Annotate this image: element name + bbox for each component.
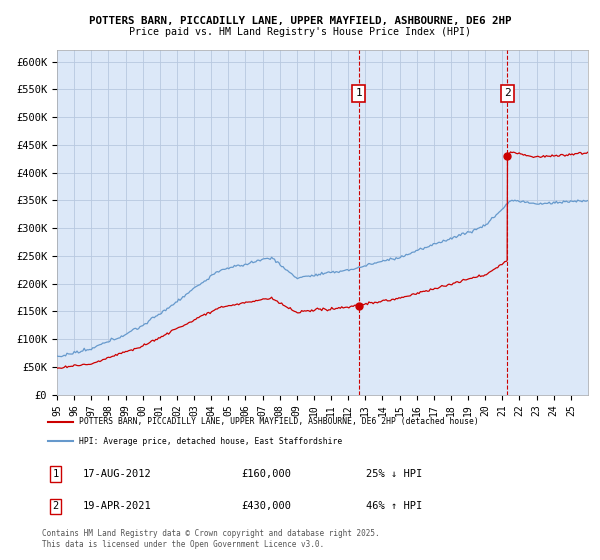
Text: Price paid vs. HM Land Registry's House Price Index (HPI): Price paid vs. HM Land Registry's House … xyxy=(129,27,471,37)
Text: £160,000: £160,000 xyxy=(242,469,292,479)
Text: POTTERS BARN, PICCADILLY LANE, UPPER MAYFIELD, ASHBOURNE, DE6 2HP: POTTERS BARN, PICCADILLY LANE, UPPER MAY… xyxy=(89,16,511,26)
Text: POTTERS BARN, PICCADILLY LANE, UPPER MAYFIELD, ASHBOURNE, DE6 2HP (detached hous: POTTERS BARN, PICCADILLY LANE, UPPER MAY… xyxy=(79,417,478,426)
Text: 46% ↑ HPI: 46% ↑ HPI xyxy=(366,501,422,511)
Text: £430,000: £430,000 xyxy=(242,501,292,511)
Text: 1: 1 xyxy=(356,88,362,99)
Text: 19-APR-2021: 19-APR-2021 xyxy=(83,501,151,511)
Text: 2: 2 xyxy=(504,88,511,99)
Point xyxy=(45,418,52,425)
Point xyxy=(45,438,52,445)
Text: 25% ↓ HPI: 25% ↓ HPI xyxy=(366,469,422,479)
Point xyxy=(70,438,77,445)
Point xyxy=(70,418,77,425)
Text: 1: 1 xyxy=(52,469,59,479)
Text: 2: 2 xyxy=(52,501,59,511)
Text: 17-AUG-2012: 17-AUG-2012 xyxy=(83,469,151,479)
Text: HPI: Average price, detached house, East Staffordshire: HPI: Average price, detached house, East… xyxy=(79,437,342,446)
Text: Contains HM Land Registry data © Crown copyright and database right 2025.
This d: Contains HM Land Registry data © Crown c… xyxy=(42,529,380,549)
